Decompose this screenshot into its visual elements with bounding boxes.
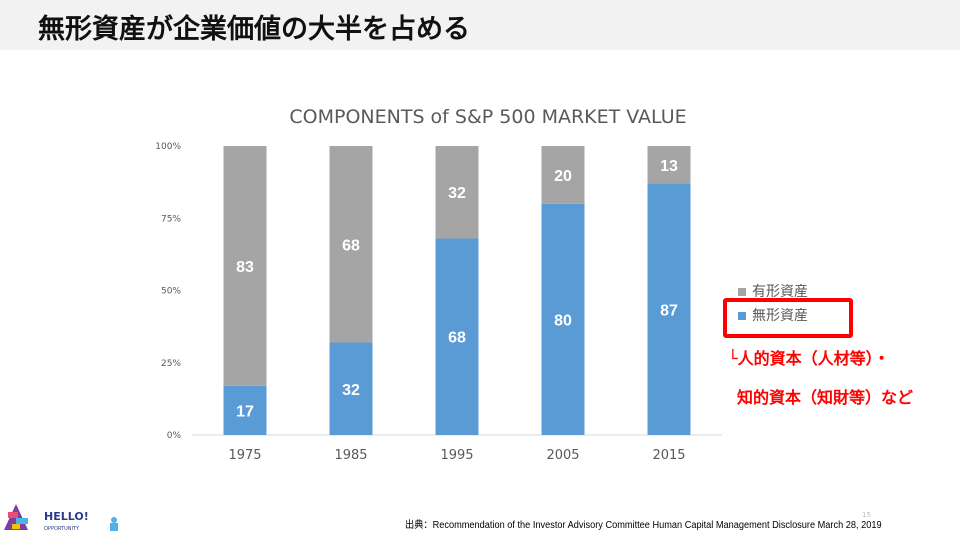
bar-segment <box>329 146 373 343</box>
svg-text:HELLO!: HELLO! <box>44 510 89 523</box>
bar-segment <box>223 146 267 386</box>
page-title: 無形資産が企業価値の大半を占める <box>38 14 470 45</box>
legend-swatch <box>738 312 746 320</box>
bar-segment <box>541 146 585 204</box>
data-label: 13 <box>660 158 678 175</box>
bar-segment <box>329 342 373 435</box>
data-label: 83 <box>236 259 254 276</box>
page-number: 15 <box>862 511 871 519</box>
bar-segment <box>435 146 479 239</box>
y-tick-label: 100% <box>155 142 181 152</box>
bar-segment <box>647 183 691 435</box>
data-label: 17 <box>236 403 254 420</box>
y-tick-label: 25% <box>161 359 181 369</box>
hello-opportunity-logo: HELLO! OPPORTUNITY <box>4 504 118 532</box>
legend-swatch <box>738 288 746 296</box>
y-tick-label: 0% <box>167 431 182 441</box>
highlight-box <box>723 298 853 338</box>
chart-title: COMPONENTS of S&P 500 MARKET VALUE <box>289 106 686 128</box>
y-tick-label: 50% <box>161 287 181 297</box>
source-citation: 出典：Recommendation of the Investor Adviso… <box>405 520 882 531</box>
data-label: 68 <box>448 330 466 347</box>
x-tick-label: 2015 <box>652 448 685 463</box>
svg-text:OPPORTUNITY: OPPORTUNITY <box>44 526 80 532</box>
x-tick-label: 1985 <box>334 448 367 463</box>
header-band: 無形資産が企業価値の大半を占める <box>0 0 960 50</box>
x-tick-label: 1975 <box>228 448 261 463</box>
data-label: 68 <box>342 237 360 254</box>
legend-item-intangible: 無形資産 <box>738 305 808 325</box>
x-tick-label: 2005 <box>546 448 579 463</box>
note-line-2: 知的資本（知財等）など <box>737 388 914 407</box>
legend-label: 有形資産 <box>752 284 808 300</box>
note-line-1: └人的資本（人材等）・ <box>728 349 890 368</box>
data-label: 20 <box>554 168 572 185</box>
legend-label: 無形資産 <box>752 308 808 324</box>
bar-segment <box>541 203 585 435</box>
bar-segment <box>223 385 267 435</box>
x-tick-label: 1995 <box>440 448 473 463</box>
data-label: 87 <box>660 302 678 319</box>
data-label: 32 <box>342 382 360 399</box>
data-label: 80 <box>554 312 572 329</box>
bar-segment <box>435 238 479 435</box>
bar-segment <box>647 146 691 184</box>
y-tick-label: 75% <box>161 214 181 224</box>
legend-item-tangible: 有形資産 <box>738 281 808 301</box>
data-label: 32 <box>448 185 466 202</box>
